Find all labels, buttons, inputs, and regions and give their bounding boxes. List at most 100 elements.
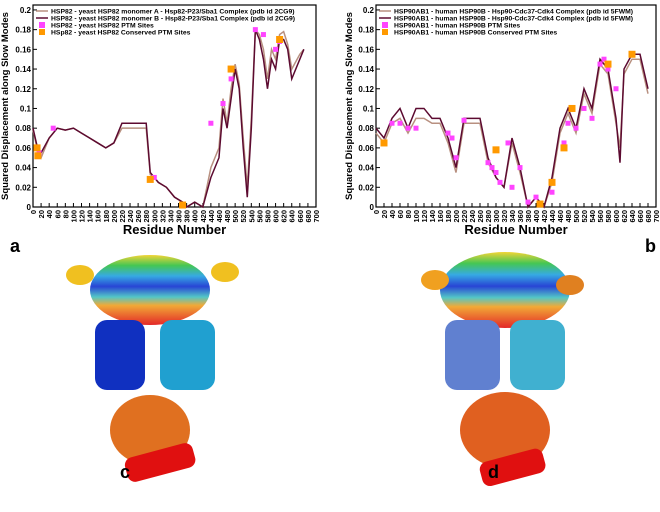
y-tick-label: 0.06 [15,144,31,153]
x-tick-label: 480 [223,210,232,223]
site-marker [533,194,539,200]
site-marker [461,117,467,123]
x-tick-label: 80 [61,210,70,218]
site-marker [453,155,459,161]
site-marker [228,76,234,82]
x-tick-label: 340 [166,210,175,223]
site-marker [536,200,544,208]
panel-label: a [10,236,21,256]
y-tick-label: 0.1 [363,104,375,113]
x-tick-label: 440 [207,210,216,223]
legend-label: HSp82 - yeast HSP82 Conserved PTM Sites [51,30,191,37]
x-tick-label: 280 [484,210,493,223]
site-marker [449,135,455,141]
site-marker [581,105,587,111]
site-marker [227,65,235,73]
x-tick-label: 360 [516,210,525,223]
x-tick-label: 560 [255,210,264,223]
y-tick-label: 0.12 [358,85,374,94]
site-marker [497,179,503,185]
x-tick-label: 80 [404,210,413,218]
legend-label: HSP82 - yeast HSP82 monomer B - Hsp82-P2… [51,16,295,23]
x-tick-label: 420 [540,210,549,223]
site-marker [549,189,555,195]
y-tick-label: 0.2 [363,6,375,15]
y-tick-label: 0.04 [15,164,31,173]
y-axis-title: Squared Displacement along Slow Modes [344,12,355,200]
x-tick-label: 580 [263,210,272,223]
site-marker [509,184,515,190]
x-tick-label: 200 [110,210,119,223]
x-tick-label: 700 [652,210,660,223]
x-tick-label: 340 [508,210,517,223]
x-tick-label: 180 [102,210,111,223]
site-marker [565,120,571,126]
x-tick-label: 120 [420,210,429,223]
x-tick-label: 540 [588,210,597,223]
site-marker [505,140,511,146]
site-marker [151,174,157,180]
x-tick-label: 540 [247,210,256,223]
domain [90,255,210,325]
x-tick-label: 320 [158,210,167,223]
panel-label: b [645,236,656,256]
domain [66,265,94,285]
y-tick-label: 0.18 [15,26,31,35]
site-marker [34,152,42,160]
x-tick-label: 620 [620,210,629,223]
x-tick-label: 580 [604,210,613,223]
x-tick-label: 220 [118,210,127,223]
x-tick-label: 0 [372,210,381,214]
x-tick-label: 400 [532,210,541,223]
site-marker [548,178,556,186]
site-marker [260,32,266,38]
y-axis-title: Squared Displacement along Slow Modes [0,12,11,200]
site-marker [276,35,284,43]
legend-swatch [39,29,45,35]
x-tick-label: 500 [572,210,581,223]
y-tick-label: 0.16 [358,45,374,54]
x-tick-label: 400 [191,210,200,223]
legend-label: HSP90AB1 - human HSP90B Conserved PTM Si… [394,30,557,37]
x-tick-label: 320 [500,210,509,223]
x-tick-label: 640 [628,210,637,223]
x-tick-label: 20 [37,210,46,218]
x-tick-label: 640 [288,210,297,223]
x-tick-label: 700 [312,210,321,223]
structure-d [421,252,584,487]
y-tick-label: 0.06 [358,144,374,153]
legend-swatch [382,22,388,28]
y-tick-label: 0.02 [358,183,374,192]
legend-label: HSP82 - yeast HSP82 monomer A - Hsp82-P2… [51,9,295,16]
x-tick-label: 140 [428,210,437,223]
x-tick-label: 420 [199,210,208,223]
series-line [375,58,649,209]
site-marker [252,27,258,33]
x-tick-label: 300 [150,210,159,223]
x-tick-label: 40 [45,210,54,218]
y-tick-label: 0 [27,203,32,212]
y-tick-label: 0.18 [358,26,374,35]
legend-label: HSP90AB1 - human HSP90B - Hsp90-Cdc37-Cd… [394,9,633,16]
domain [510,320,565,390]
site-marker [597,61,603,67]
site-marker [179,201,187,209]
site-marker [405,125,411,131]
site-marker [146,175,154,183]
x-tick-label: 240 [126,210,135,223]
site-marker [568,104,576,112]
site-marker [413,125,419,131]
x-tick-label: 120 [78,210,87,223]
x-tick-label: 660 [636,210,645,223]
domain [460,392,550,468]
x-tick-label: 560 [596,210,605,223]
legend-label: HSP82 - yeast HSP82 PTM Sites [51,23,154,30]
x-tick-label: 600 [272,210,281,223]
y-tick-label: 0.12 [15,85,31,94]
site-marker [613,86,619,92]
x-axis-title: Residue Number [123,222,226,237]
x-tick-label: 100 [69,210,78,223]
domain [160,320,215,390]
domain [95,320,145,390]
